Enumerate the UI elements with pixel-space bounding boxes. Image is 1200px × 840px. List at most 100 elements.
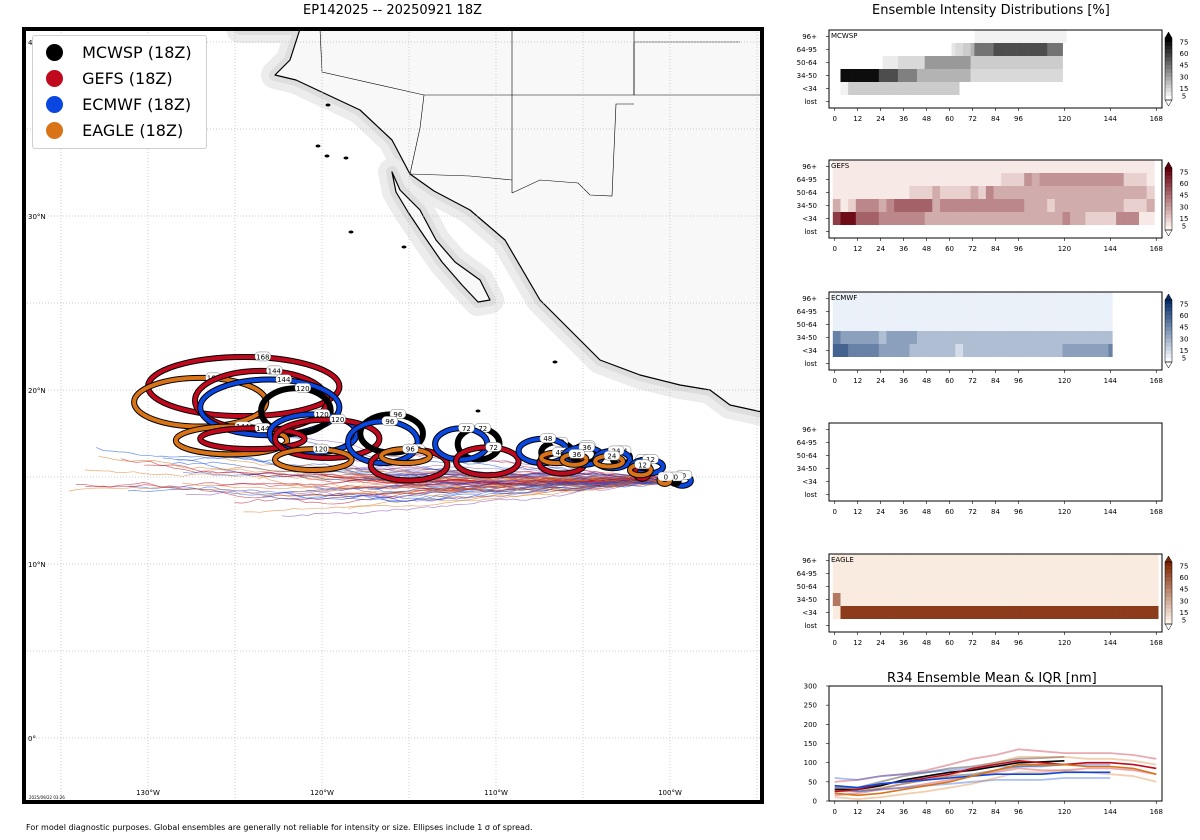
- heatmap-cell: [1008, 292, 1014, 305]
- x-tick-label: 48: [922, 508, 931, 516]
- heatmap-cell: [1108, 292, 1113, 305]
- heatmap-cell: [1135, 212, 1140, 225]
- legend-item-mcwsp: MCWSP (18Z): [46, 42, 192, 62]
- heatmap-cell: [928, 82, 933, 95]
- heatmap-cell: [1123, 212, 1128, 225]
- heatmap-cell: [970, 567, 975, 580]
- heatmap-cell: [1135, 160, 1140, 173]
- heatmap-cell: [905, 331, 910, 344]
- heatmap-cell: [1154, 554, 1159, 567]
- heatmap-cell: [1008, 199, 1014, 212]
- heatmap-cell: [1081, 186, 1086, 199]
- heatmap-cell: [1043, 567, 1048, 580]
- colorbar-tick-label: 60: [1180, 180, 1189, 188]
- r34-iqr-mcwsp-high: [834, 756, 1065, 789]
- heatmap-cell: [894, 173, 899, 186]
- x-tick-label: 168: [1150, 377, 1163, 385]
- heatmap-cell: [1031, 212, 1037, 225]
- colorbar-step: [1165, 593, 1172, 598]
- heatmap-cell: [1123, 554, 1128, 567]
- heatmap-cell: [901, 567, 906, 580]
- heatmap-cell: [940, 606, 945, 619]
- colorbar-step: [1165, 72, 1172, 78]
- heatmap-cell: [966, 580, 972, 593]
- hour-label-bg: [312, 443, 330, 454]
- heatmap-cell: [1062, 292, 1067, 305]
- heatmap-cell: [901, 318, 906, 331]
- heatmap-cell: [1070, 593, 1075, 606]
- heatmap-cell: [1139, 554, 1144, 567]
- heatmap-cell: [974, 554, 979, 567]
- heatmap-cell: [917, 82, 922, 95]
- heatmap-cell: [1142, 567, 1148, 580]
- heatmap-cell: [928, 344, 933, 357]
- heatmap-name: MCWSP: [831, 32, 858, 40]
- heatmap-cell: [1100, 173, 1106, 186]
- heatmap-cell: [905, 318, 910, 331]
- x-tick-label: 60: [945, 808, 954, 816]
- heatmap-cell: [947, 56, 952, 69]
- forecast-ellipse-eagle: 24: [592, 450, 627, 470]
- heatmap-cell: [1024, 305, 1029, 318]
- heatmap-cell: [890, 56, 895, 69]
- heatmap-cell: [936, 344, 941, 357]
- heatmap-cell: [1116, 160, 1121, 173]
- heatmap-cell: [1058, 318, 1063, 331]
- heatmap-cell: [1150, 173, 1155, 186]
- row-label: 34-50: [797, 596, 817, 604]
- colorbar-step: [1165, 191, 1172, 196]
- heatmap-cell: [1123, 186, 1128, 199]
- heatmap-cell: [951, 593, 956, 606]
- heatmap-cell: [924, 56, 929, 69]
- heatmap-cell: [1058, 593, 1063, 606]
- heatmap-cell: [1104, 567, 1109, 580]
- heatmap-cell: [1020, 173, 1025, 186]
- heatmap-cell: [947, 186, 952, 199]
- heatmap-cell: [936, 199, 941, 212]
- heatmap-cell: [897, 554, 903, 567]
- heatmap-cell: [852, 567, 857, 580]
- heatmap-cell: [1127, 173, 1132, 186]
- row-label: 64-95: [797, 46, 817, 54]
- heatmap-cell: [1031, 305, 1037, 318]
- heatmap-cell: [982, 606, 987, 619]
- heatmap-cell: [1112, 554, 1117, 567]
- heatmap-cell: [1008, 318, 1014, 331]
- heatmap-cell: [974, 567, 979, 580]
- heatmap-cell: [1062, 199, 1067, 212]
- heatmap-cell: [886, 606, 891, 619]
- colorbar-max-arrow: [1164, 293, 1173, 301]
- heatmap-cell: [955, 199, 960, 212]
- heatmap-cell: [1012, 344, 1017, 357]
- heatmap-cell: [1016, 554, 1021, 567]
- heatmap-cell: [955, 606, 960, 619]
- heatmap-cell: [1062, 30, 1067, 43]
- heatmap-cell: [1104, 554, 1109, 567]
- heatmap-cell: [832, 344, 838, 357]
- row-label: 50-64: [797, 583, 818, 591]
- heatmap-cell: [1001, 69, 1006, 82]
- heatmap-cell: [855, 82, 861, 95]
- heatmap-cell: [871, 305, 876, 318]
- heatmap-cell: [890, 69, 895, 82]
- heatmap-cell: [1058, 186, 1063, 199]
- heatmap-cell: [1054, 331, 1060, 344]
- r34-iqr-gefs-high: [834, 748, 1157, 783]
- heatmap-cell: [974, 30, 979, 43]
- heatmap-cell: [855, 292, 861, 305]
- heatmap-cell: [982, 305, 987, 318]
- heatmap-cell: [1008, 305, 1014, 318]
- heatmap-cell: [1012, 580, 1017, 593]
- heatmap-cell: [871, 186, 876, 199]
- heatmap-cell: [1116, 593, 1121, 606]
- r34-iqr-eagle-high: [834, 756, 1157, 791]
- heatmap-cell: [943, 331, 949, 344]
- heatmap-cell: [1043, 69, 1048, 82]
- heatmap-cell: [932, 567, 937, 580]
- heatmap-cell: [928, 199, 933, 212]
- heatmap-cell: [917, 554, 922, 567]
- colorbar-step: [1165, 311, 1172, 316]
- x-tick-label: 96: [1014, 808, 1023, 816]
- legend-swatch: [46, 122, 63, 139]
- heatmap-cell: [1047, 567, 1052, 580]
